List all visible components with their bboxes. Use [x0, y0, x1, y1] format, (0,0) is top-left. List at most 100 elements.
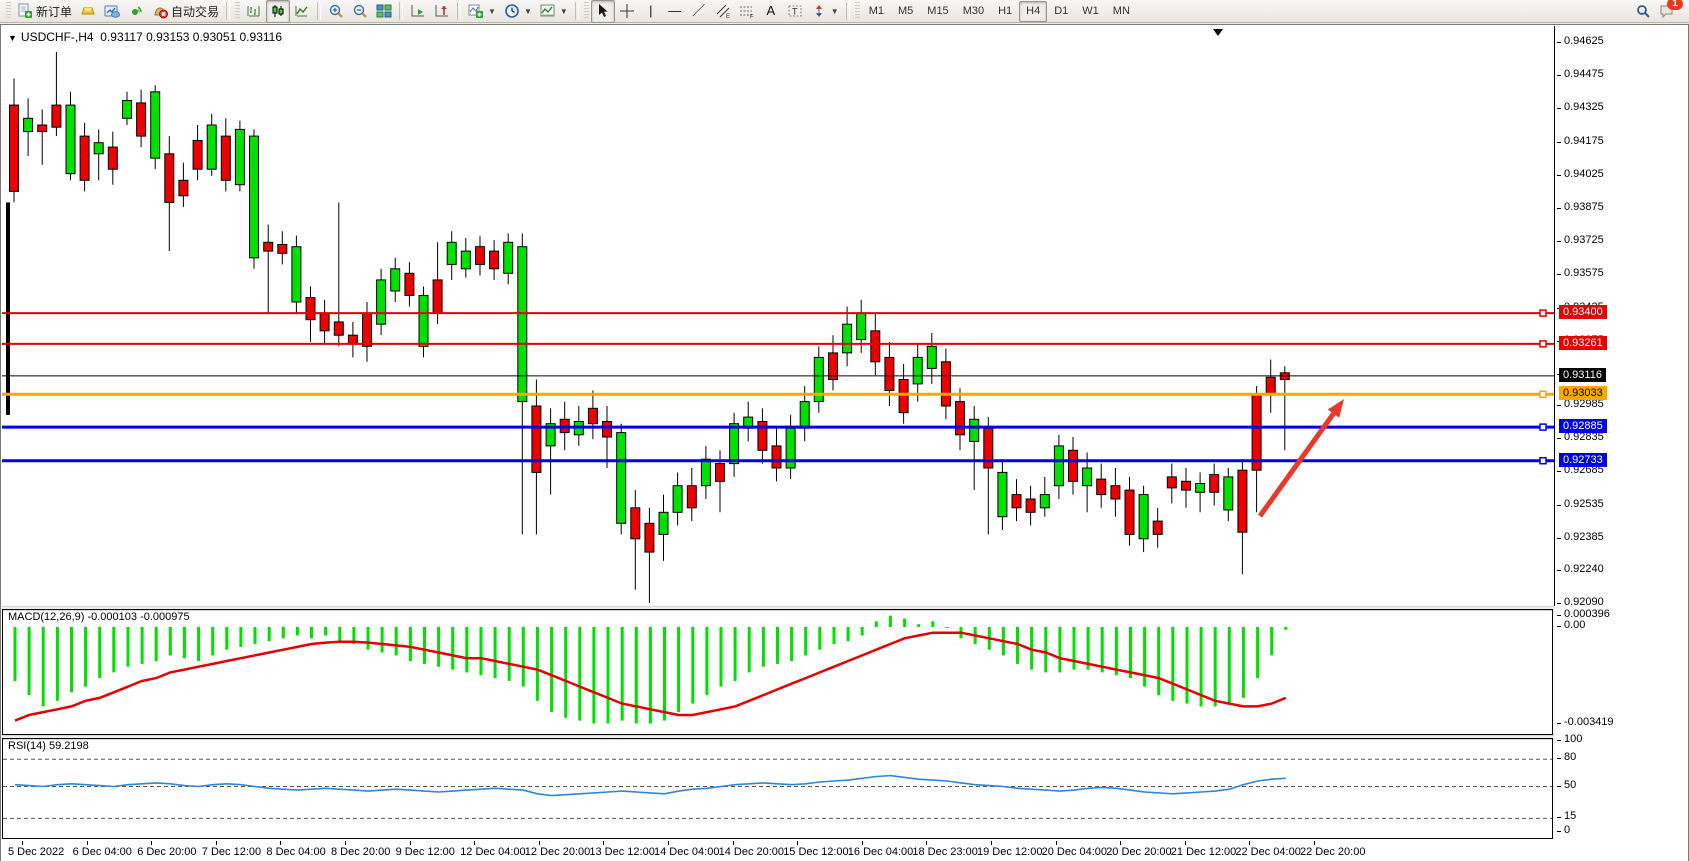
candlestick-chart-button[interactable]: [266, 0, 291, 23]
horizontal-line-tool-button[interactable]: —: [663, 0, 687, 23]
price-axis: 0.94625 0.94475 0.94325 0.94175 0.94025 0.938…: [1557, 26, 1687, 608]
time-axis-tick: [151, 841, 153, 845]
collapse-triangle-icon: ▼: [8, 33, 17, 43]
vertical-line-icon: |: [649, 3, 653, 18]
template-icon: [540, 3, 556, 19]
timeframe-mn-button[interactable]: MN: [1112, 5, 1130, 17]
price-axis-label: 0.92090: [1564, 596, 1604, 608]
auto-trading-label: 自动交易: [171, 4, 220, 19]
channel-tool-button[interactable]: E: [711, 0, 735, 23]
macd-axis-label: -0.003419: [1564, 716, 1614, 728]
bar-chart-button[interactable]: [242, 0, 266, 23]
rsi-axis-tick: [1557, 817, 1561, 819]
macd-axis-tick: [1557, 723, 1561, 724]
market-button[interactable]: [76, 0, 100, 23]
time-axis-tick: [474, 841, 476, 845]
notification-badge: 1: [1667, 0, 1683, 10]
vertical-line-tool-button[interactable]: |: [639, 0, 663, 23]
main-chart[interactable]: ▼ USDCHF-,H4 0.93117 0.93153 0.93051 0.93…: [2, 26, 1555, 606]
time-axis-label: 15 Dec 12:00: [783, 846, 849, 858]
price-axis-tick: [1557, 603, 1561, 604]
zoom-out-button[interactable]: [348, 0, 372, 23]
auto-trading-button[interactable]: 自动交易: [148, 0, 223, 23]
time-axis-label: 7 Dec 12:00: [201, 846, 262, 858]
crosshair-tool-button[interactable]: [615, 0, 639, 23]
time-axis-label: 22 Dec 04:00: [1235, 846, 1301, 858]
macd-axis-label: 0.00: [1564, 619, 1586, 631]
candlestick-chart-icon: [270, 3, 286, 19]
price-axis-label: 0.93575: [1564, 267, 1604, 280]
toolbar-grip: [854, 2, 860, 20]
templates-button[interactable]: ▼: [536, 0, 572, 23]
level-price-badge: 0.92885: [1559, 419, 1607, 434]
price-axis-tick: [1557, 42, 1561, 43]
toolbar-grip: [6, 2, 11, 20]
chart-window: ▼ USDCHF-,H4 0.93117 0.93153 0.93051 0.93…: [0, 24, 1689, 861]
rsi-axis-tick: [1557, 831, 1561, 832]
time-axis-label: 14 Dec 20:00: [718, 846, 785, 858]
signals-button[interactable]: [124, 0, 148, 23]
fibonacci-tool-button[interactable]: F: [735, 0, 759, 23]
toolbar-grip: [235, 2, 241, 20]
signal-icon: [128, 3, 144, 19]
new-order-button[interactable]: 新订单: [13, 0, 76, 23]
timeframe-m15-button[interactable]: M15: [927, 5, 949, 17]
level-price-badge: 0.93261: [1559, 335, 1607, 350]
timeframe-w1-button[interactable]: W1: [1082, 5, 1099, 17]
trendline-tool-button[interactable]: ／: [687, 0, 711, 23]
rsi-panel[interactable]: RSI(14) 59.2198: [2, 738, 1553, 839]
timeframe-m30-button[interactable]: M30: [962, 5, 985, 17]
time-axis-tick: [1249, 841, 1251, 845]
timeframe-h4-button[interactable]: H4: [1019, 0, 1048, 22]
shapes-tool-button[interactable]: ▼: [807, 0, 843, 23]
new-order-label: 新订单: [36, 4, 73, 19]
zoom-in-button[interactable]: [324, 0, 348, 23]
timeframe-m1-button[interactable]: M1: [868, 5, 884, 17]
time-axis-tick: [1184, 841, 1186, 845]
new-order-icon: [17, 3, 33, 19]
price-axis-label: 0.94025: [1564, 167, 1604, 180]
price-axis-label: 0.93725: [1564, 234, 1604, 247]
macd-plot: [13, 615, 1288, 724]
timeframe-d1-button[interactable]: D1: [1054, 5, 1069, 17]
time-axis-label: 12 Dec 04:00: [460, 846, 526, 858]
auto-scroll-button[interactable]: [406, 0, 430, 23]
toolbar-separator: [845, 2, 850, 20]
text-label-tool-button[interactable]: T: [783, 0, 807, 23]
time-axis-label: 16 Dec 04:00: [847, 846, 914, 858]
line-chart-icon: [294, 3, 310, 19]
chart-shift-icon: [434, 3, 450, 19]
price-axis-label: 0.94475: [1564, 68, 1604, 81]
time-axis-tick: [861, 841, 863, 845]
search-button[interactable]: [1631, 0, 1655, 23]
macd-panel[interactable]: MACD(12,26,9) -0.000103 -0.000975: [2, 609, 1553, 735]
dropdown-arrow-icon: ▼: [559, 6, 568, 16]
time-axis-tick: [926, 841, 928, 845]
rsi-axis-label: 50: [1564, 778, 1577, 791]
tile-windows-button[interactable]: [372, 0, 396, 23]
price-axis-tick: [1557, 241, 1561, 243]
cursor-tool-button[interactable]: [590, 0, 615, 23]
periods-button[interactable]: ▼: [500, 0, 536, 23]
candlestick-plot[interactable]: [2, 26, 1554, 606]
bar-chart-icon: [246, 3, 262, 19]
timeframe-m5-button[interactable]: M5: [898, 5, 914, 17]
current-price-badge: 0.93116: [1559, 367, 1606, 382]
chart-ohlc-readout: 0.93117 0.93153 0.93051 0.93116: [100, 30, 282, 44]
time-axis-label: 22 Dec 20:00: [1300, 846, 1366, 858]
price-axis-label: 0.94175: [1564, 134, 1604, 147]
toolbar-separator: [399, 2, 404, 20]
dropdown-arrow-icon: ▼: [523, 6, 532, 16]
notifications-button[interactable]: 1: [1655, 0, 1683, 23]
indicators-button[interactable]: ▼: [464, 0, 500, 23]
text-tool-button[interactable]: A: [759, 0, 783, 23]
community-button[interactable]: [100, 0, 124, 23]
chart-shift-button[interactable]: [430, 0, 454, 23]
line-chart-button[interactable]: [290, 0, 314, 23]
timeframe-h1-button[interactable]: H1: [998, 5, 1013, 17]
time-axis-label: 8 Dec 20:00: [331, 846, 391, 858]
panel-separator[interactable]: [2, 735, 1554, 740]
price-axis-tick: [1557, 174, 1561, 176]
rsi-axis-tick: [1557, 758, 1561, 760]
panel-separator[interactable]: [2, 606, 1554, 611]
